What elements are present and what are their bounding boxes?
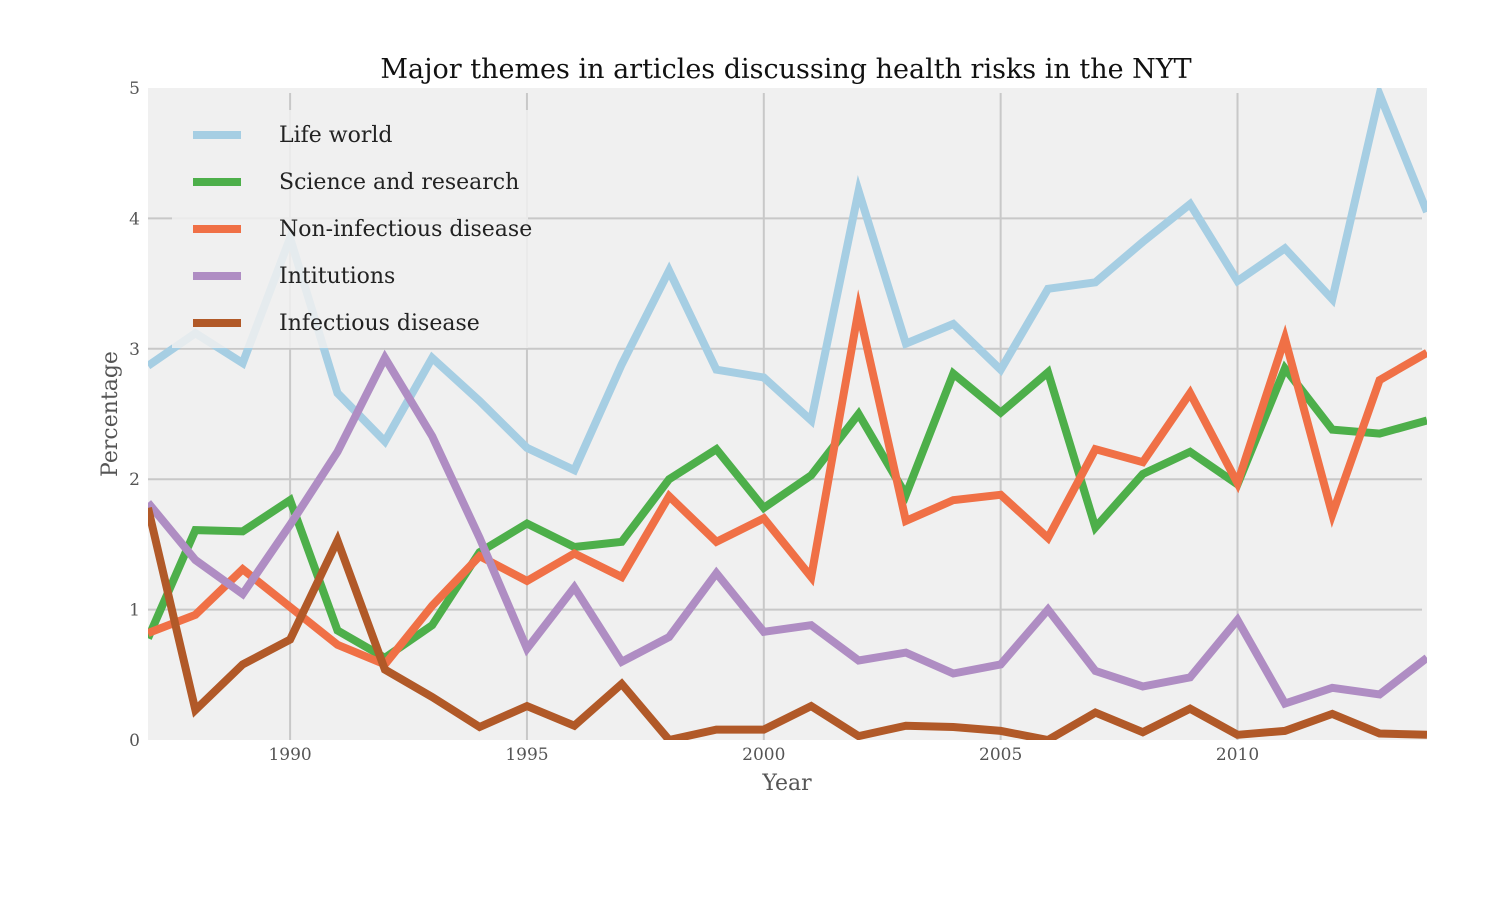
y-tick-labels: 0 1 2 3 4 5 bbox=[129, 79, 140, 751]
legend-label: Infectious disease bbox=[279, 311, 480, 336]
legend-label: Non-infectious disease bbox=[279, 217, 532, 242]
series-line-1 bbox=[148, 360, 1427, 663]
x-tick-label: 2005 bbox=[979, 745, 1022, 765]
series-line-4 bbox=[148, 506, 1427, 740]
x-tick-label: 2000 bbox=[742, 745, 785, 765]
series-line-2 bbox=[148, 289, 1427, 670]
legend-label: Science and research bbox=[279, 170, 519, 195]
series-layer bbox=[148, 88, 1427, 740]
x-axis-label: Year bbox=[761, 771, 812, 796]
series-line-3 bbox=[148, 349, 1427, 709]
x-tick-label: 2010 bbox=[1216, 745, 1259, 765]
series-line-0 bbox=[148, 88, 1427, 476]
y-tick-label: 0 bbox=[129, 731, 140, 751]
y-tick-label: 2 bbox=[129, 470, 140, 490]
x-tick-label: 1990 bbox=[268, 745, 311, 765]
y-tick-label: 5 bbox=[129, 79, 140, 99]
legend-label: Intitutions bbox=[279, 264, 395, 289]
legend: Life world Science and research Non-infect… bbox=[172, 110, 532, 348]
legend-label: Life world bbox=[279, 123, 393, 148]
y-tick-label: 4 bbox=[129, 209, 140, 229]
x-tick-labels: 1990 1995 2000 2005 2010 bbox=[268, 745, 1259, 765]
y-tick-label: 3 bbox=[129, 340, 140, 360]
y-tick-label: 1 bbox=[129, 601, 140, 621]
x-tick-label: 1995 bbox=[505, 745, 548, 765]
chart-title: Major themes in articles discussing heal… bbox=[380, 54, 1191, 85]
y-axis-label: Percentage bbox=[98, 351, 123, 477]
